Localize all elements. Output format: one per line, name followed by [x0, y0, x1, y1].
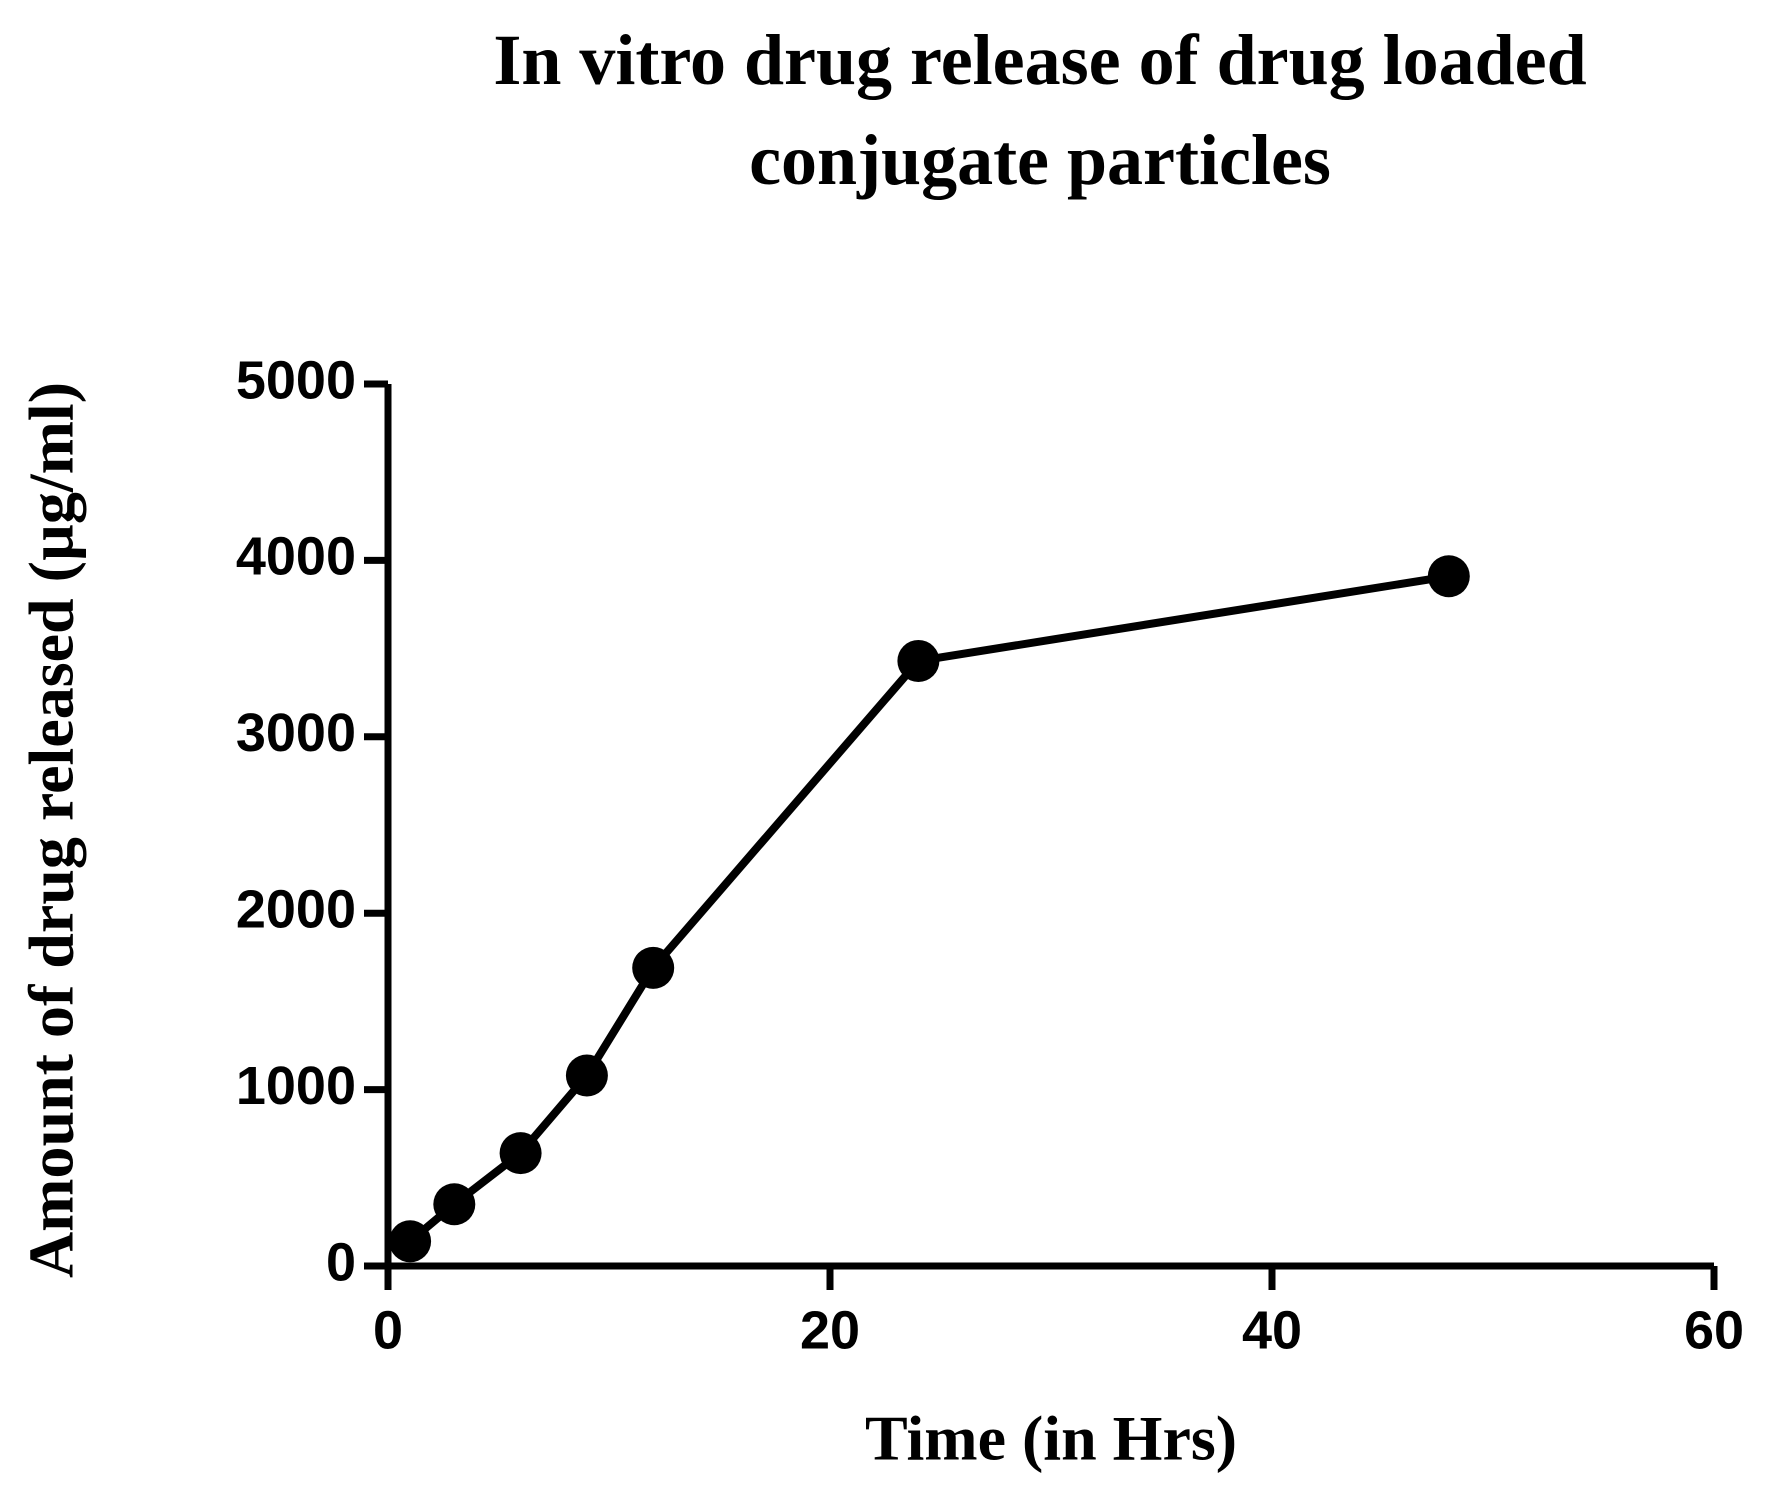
- marker: [433, 1183, 476, 1226]
- marker: [565, 1054, 608, 1097]
- chart-title: In vitro drug release of drug loaded con…: [493, 20, 1587, 200]
- y-tick-label: 2000: [236, 879, 356, 939]
- marker: [1427, 555, 1470, 598]
- y-tick-label: 3000: [236, 703, 356, 763]
- y-tick-label: 1000: [236, 1056, 356, 1116]
- marker: [897, 639, 940, 682]
- x-axis-label: Time (in Hrs): [865, 1403, 1237, 1474]
- x-tick-label: 60: [1684, 1300, 1744, 1360]
- marker: [632, 946, 675, 989]
- y-axis-label: Amount of drug released (µg/ml): [16, 382, 87, 1278]
- x-tick-label: 0: [373, 1300, 403, 1360]
- x-tick-label: 20: [800, 1300, 860, 1360]
- x-tick-label: 40: [1242, 1300, 1302, 1360]
- y-tick-label: 0: [326, 1232, 356, 1292]
- y-tick-label: 4000: [236, 527, 356, 587]
- y-tick-label: 5000: [236, 350, 356, 410]
- marker: [389, 1220, 432, 1263]
- marker: [499, 1132, 542, 1175]
